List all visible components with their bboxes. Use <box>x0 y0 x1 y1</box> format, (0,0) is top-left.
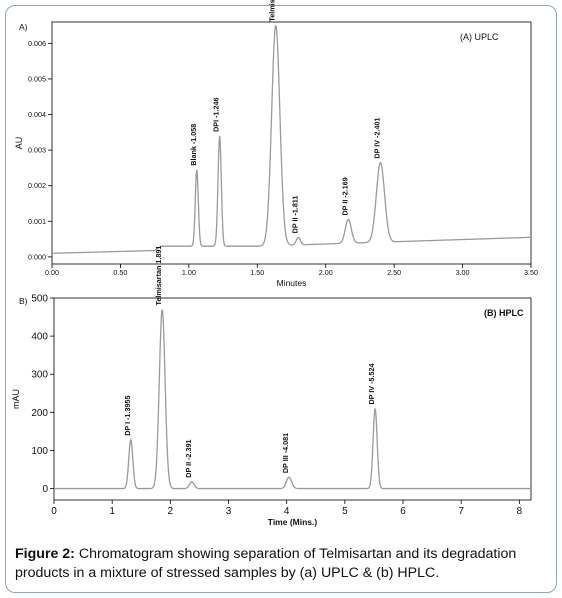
x-tick-label: 0 <box>51 506 57 517</box>
y-axis-label: mAU <box>11 389 21 409</box>
x-tick-label: 3.00 <box>456 268 470 277</box>
peak-label: DP I -1.3955 <box>123 396 132 436</box>
y-tick-label: 0.006 <box>28 39 46 48</box>
peak-label: DP III -4.081 <box>281 433 290 473</box>
figure-caption: Figure 2: Chromatogram showing separatio… <box>15 545 547 583</box>
y-tick-label: 0.003 <box>28 146 46 155</box>
x-tick-label: 8 <box>517 506 523 517</box>
x-tick-label: 2.50 <box>387 268 401 277</box>
y-tick-label: 400 <box>31 332 48 343</box>
figure-label: Figure 2: <box>15 546 75 562</box>
y-tick-label: 300 <box>31 370 48 381</box>
y-tick-label: 0.004 <box>28 110 46 119</box>
panel-tag: B) <box>19 296 28 306</box>
x-tick-label: 5 <box>342 506 348 517</box>
panel-legend: (A) UPLC <box>460 32 499 42</box>
chart-panel-2: 0 1 2 3 4 5 6 7 8 0 100 200 300 400 500 Time (Mins.) mAU… <box>11 246 532 527</box>
peak-label: Telmisartan -1.639 <box>268 0 277 22</box>
peak-label: DP II -2.169 <box>340 177 349 215</box>
peak-label: DP II -2.391 <box>184 439 193 477</box>
y-tick-label: 0.002 <box>28 181 46 190</box>
peak-label: DP II -1.811 <box>290 195 299 233</box>
x-tick-label: 2 <box>168 506 174 517</box>
panel-legend: (B) HPLC <box>484 308 524 318</box>
x-tick-label: 0.00 <box>45 268 59 277</box>
figure-frame <box>5 5 557 593</box>
x-tick-label: 0.50 <box>113 268 127 277</box>
peak-label: DPI -1.246 <box>212 98 221 132</box>
x-tick-label: 4 <box>284 506 290 517</box>
y-tick-label: 0.005 <box>28 74 46 83</box>
y-tick-label: 0.000 <box>28 252 46 261</box>
plot-frame <box>53 297 532 501</box>
caption-text: Chromatogram showing separation of Telmi… <box>15 546 517 581</box>
x-axis-label: Time (Mins.) <box>268 517 318 527</box>
peak-label: Telmisartan 1.891 <box>154 246 163 306</box>
y-tick-label: 500 <box>31 294 48 305</box>
peak-label: DP IV -5.524 <box>367 363 376 404</box>
chart-panel-1: 0.00 0.50 1.00 1.50 2.00 2.50 3.00 3.50 0.000 0.0… <box>14 0 538 288</box>
y-tick-label: 0.001 <box>28 217 46 226</box>
chromatogram-trace <box>51 24 532 254</box>
peak-label: DP IV -2.401 <box>372 118 381 159</box>
x-tick-label: 1.50 <box>250 268 264 277</box>
plot-frame <box>51 21 532 265</box>
y-axis-label: AU <box>14 137 24 150</box>
y-tick-label: 100 <box>31 446 48 457</box>
peak-label: Blank -1.058 <box>189 124 198 166</box>
x-tick-label: 1.00 <box>182 268 196 277</box>
y-tick-label: 200 <box>31 408 48 419</box>
x-tick-label: 3 <box>226 506 232 517</box>
x-tick-label: 6 <box>400 506 406 517</box>
x-tick-label: 7 <box>458 506 464 517</box>
chromatogram-trace <box>54 309 531 490</box>
x-tick-label: 1 <box>109 506 115 517</box>
panel-tag: A) <box>19 22 28 32</box>
x-tick-label: 2.00 <box>319 268 333 277</box>
y-tick-label: 0 <box>42 484 48 495</box>
x-tick-label: 3.50 <box>524 268 538 277</box>
x-axis-label: Minutes <box>277 278 307 288</box>
